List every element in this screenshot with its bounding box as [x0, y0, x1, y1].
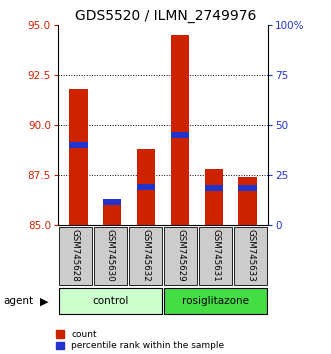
Bar — [238, 177, 257, 225]
FancyBboxPatch shape — [59, 288, 162, 314]
Text: GSM745630: GSM745630 — [106, 229, 115, 282]
Bar — [103, 199, 121, 205]
Bar — [205, 185, 223, 190]
Bar — [69, 89, 88, 225]
Text: GDS5520 / ILMN_2749976: GDS5520 / ILMN_2749976 — [75, 9, 256, 23]
Text: GSM745631: GSM745631 — [211, 229, 220, 282]
Text: control: control — [92, 296, 129, 306]
Text: GSM745628: GSM745628 — [71, 229, 80, 282]
Text: ▶: ▶ — [40, 296, 49, 306]
FancyBboxPatch shape — [59, 227, 92, 285]
Legend: count, percentile rank within the sample: count, percentile rank within the sample — [56, 330, 224, 350]
Bar — [238, 185, 257, 190]
FancyBboxPatch shape — [164, 288, 267, 314]
Bar — [171, 132, 189, 138]
Text: GSM745633: GSM745633 — [246, 229, 255, 282]
FancyBboxPatch shape — [129, 227, 162, 285]
FancyBboxPatch shape — [234, 227, 267, 285]
Bar — [103, 199, 121, 225]
Text: agent: agent — [3, 296, 33, 306]
Text: GSM745629: GSM745629 — [176, 229, 185, 282]
Bar — [171, 35, 189, 225]
Text: rosiglitazone: rosiglitazone — [182, 296, 249, 306]
Bar — [69, 142, 88, 148]
Bar — [137, 149, 155, 225]
FancyBboxPatch shape — [94, 227, 127, 285]
Text: GSM745632: GSM745632 — [141, 229, 150, 282]
Bar — [137, 184, 155, 190]
Bar — [205, 169, 223, 225]
FancyBboxPatch shape — [199, 227, 232, 285]
FancyBboxPatch shape — [164, 227, 197, 285]
